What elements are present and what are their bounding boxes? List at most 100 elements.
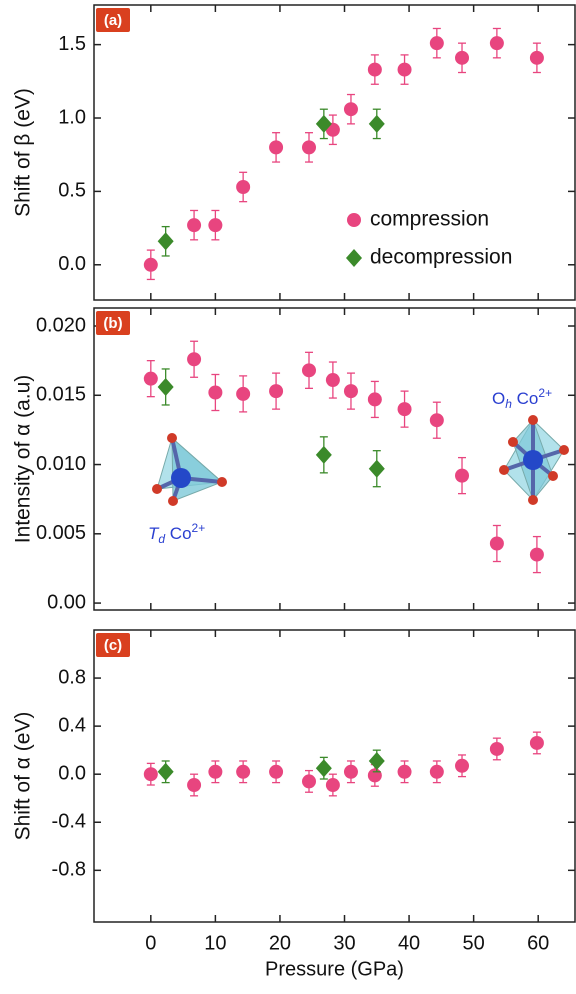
x-tick-label: 20	[269, 932, 291, 954]
point	[368, 114, 385, 133]
y-axis-label: Shift of α (eV)	[12, 712, 35, 841]
panel-tag: (b)	[103, 315, 122, 332]
annotation-charge: 2+	[538, 386, 552, 400]
point	[301, 363, 316, 378]
point	[315, 445, 332, 464]
point	[368, 459, 385, 478]
point	[157, 377, 174, 396]
point	[157, 232, 174, 251]
point	[301, 140, 316, 155]
point	[343, 764, 358, 779]
point	[529, 50, 544, 65]
y-axis-label: Intensity of α (a.u)	[12, 375, 35, 544]
point	[325, 373, 340, 388]
point	[143, 371, 158, 386]
plot-frame	[93, 4, 576, 301]
point	[397, 402, 412, 417]
point	[343, 102, 358, 117]
point	[236, 386, 251, 401]
annotation-symbol: T	[148, 524, 160, 543]
x-tick-label: 40	[398, 932, 420, 954]
y-tick-label: 0.5	[58, 180, 86, 202]
point	[208, 385, 223, 400]
point	[269, 140, 284, 155]
point	[208, 218, 223, 233]
point	[269, 384, 284, 399]
point	[143, 767, 158, 782]
annotation-symbol: O	[492, 389, 505, 408]
point	[187, 352, 202, 367]
y-tick-label: 0.010	[36, 453, 86, 475]
point	[236, 764, 251, 779]
point	[143, 257, 158, 272]
y-axis-label: Shift of β (eV)	[12, 88, 35, 217]
point	[343, 384, 358, 399]
point	[187, 218, 202, 233]
legend-marker	[346, 249, 362, 267]
plot-frame	[93, 307, 576, 611]
point	[315, 759, 332, 778]
point	[325, 778, 340, 793]
point	[489, 741, 504, 756]
point	[489, 36, 504, 51]
y-tick-label: 0.015	[36, 384, 86, 406]
y-tick-label: 0.005	[36, 522, 86, 544]
panel-tag-box	[96, 311, 130, 335]
x-tick-label: 10	[204, 932, 226, 954]
y-tick-label: 0.00	[47, 591, 86, 613]
legend-label: compression	[370, 208, 489, 231]
legend-label: decompression	[370, 246, 512, 269]
point	[455, 758, 470, 773]
annotation-charge: 2+	[192, 521, 206, 535]
y-tick-label: 0.0	[58, 762, 86, 784]
x-axis-label: Pressure (GPa)	[265, 958, 404, 980]
panel-tag-box	[96, 633, 130, 657]
annotation: Td Co2+	[148, 521, 205, 546]
point	[529, 547, 544, 562]
oh-icon	[499, 415, 569, 505]
y-tick-label: 0.8	[58, 666, 86, 688]
y-tick-label: 1.0	[58, 106, 86, 128]
point	[368, 751, 385, 770]
y-tick-label: 0.4	[58, 714, 86, 736]
point	[429, 764, 444, 779]
point	[455, 50, 470, 65]
point	[397, 764, 412, 779]
panel-tag: (a)	[104, 12, 122, 29]
point	[315, 114, 332, 133]
point	[429, 413, 444, 428]
point	[301, 774, 316, 789]
point	[529, 735, 544, 750]
point	[429, 36, 444, 51]
point	[236, 179, 251, 194]
td-icon	[152, 433, 227, 506]
point	[489, 536, 504, 551]
point	[187, 778, 202, 793]
panel-tag: (c)	[104, 637, 122, 654]
point	[367, 768, 382, 783]
point	[208, 764, 223, 779]
y-tick-label: 0.0	[58, 253, 86, 275]
y-tick-label: 1.5	[58, 33, 86, 55]
annotation-ion: Co	[165, 524, 191, 543]
point	[397, 62, 412, 77]
x-tick-label: 30	[333, 932, 355, 954]
point	[367, 62, 382, 77]
point	[367, 392, 382, 407]
panel-tag-box	[96, 8, 130, 32]
y-tick-label: -0.8	[52, 859, 86, 881]
point	[269, 764, 284, 779]
annotation: Oh Co2+	[492, 386, 552, 411]
annotation-ion: Co	[512, 389, 538, 408]
annotation-sub: h	[505, 397, 512, 411]
y-tick-label: -0.4	[52, 811, 86, 833]
point	[157, 762, 174, 781]
y-tick-label: 0.020	[36, 314, 86, 336]
x-tick-label: 60	[527, 932, 549, 954]
legend-marker	[347, 213, 361, 227]
point	[455, 468, 470, 483]
annotation-sub: d	[158, 532, 165, 546]
x-tick-label: 0	[145, 932, 156, 954]
x-tick-label: 50	[463, 932, 485, 954]
